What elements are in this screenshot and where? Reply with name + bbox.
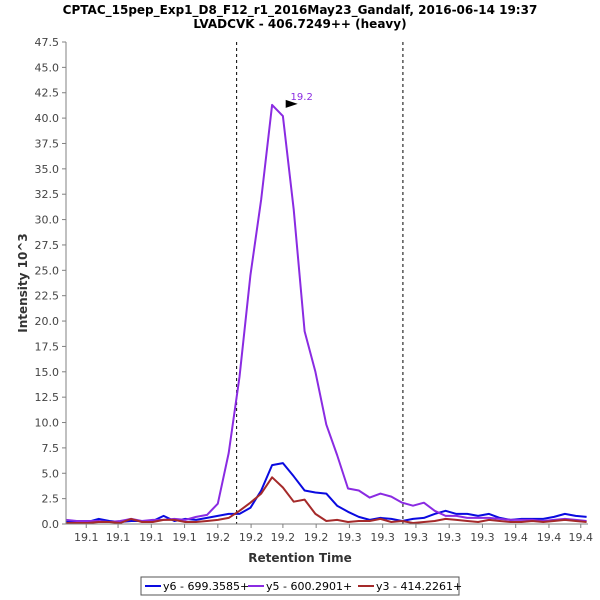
x-tick-label: 19.3 <box>470 531 495 544</box>
x-tick-label: 19.3 <box>404 531 429 544</box>
y-tick-label: 40.0 <box>35 112 60 125</box>
y-tick-label: 22.5 <box>35 290 60 303</box>
y-tick-label: 17.5 <box>35 340 60 353</box>
plot-area <box>66 42 588 524</box>
y-tick-label: 10.0 <box>35 417 60 430</box>
y-tick-label: 35.0 <box>35 163 60 176</box>
y-tick-label: 45.0 <box>35 61 60 74</box>
x-tick-label: 19.2 <box>304 531 329 544</box>
x-tick-label: 19.2 <box>206 531 231 544</box>
x-tick-label: 19.3 <box>337 531 362 544</box>
x-tick-label: 19.1 <box>139 531 164 544</box>
y-axis-ticks: 0.0 2.5 5.0 7.5 10.0 12.5 15.0 17.5 20.0 22.5 25.0… <box>35 36 66 531</box>
legend-box <box>140 576 460 596</box>
chart-subtitle: LVADCVK - 406.7249++ (heavy) <box>193 17 406 31</box>
series-line-y5 <box>65 103 587 523</box>
x-tick-label: 19.1 <box>106 531 131 544</box>
y-tick-label: 7.5 <box>42 442 60 455</box>
legend-item: y3 - 414.2261+ <box>376 580 462 593</box>
y-tick-label: 32.5 <box>35 188 60 201</box>
y-tick-label: 2.5 <box>42 493 60 506</box>
series-line-y3 <box>66 476 587 524</box>
y-tick-label: 5.0 <box>42 467 60 480</box>
x-tick-label: 19.3 <box>437 531 462 544</box>
y-tick-label: 0.0 <box>42 518 60 531</box>
peak-arrow <box>285 99 298 108</box>
y-tick-label: 47.5 <box>35 36 60 49</box>
x-tick-label: 19.4 <box>503 531 528 544</box>
chart-title: CPTAC_15pep_Exp1_D8_F12_r1_2016May23_Gan… <box>63 3 538 18</box>
peak-label: 19.2 <box>291 92 313 103</box>
y-tick-label: 15.0 <box>35 366 60 379</box>
integration-boundaries <box>236 42 404 524</box>
x-tick-label: 19.1 <box>74 531 99 544</box>
legend-item: y6 - 699.3585+ <box>163 580 249 593</box>
x-tick-label: 19.2 <box>239 531 264 544</box>
x-axis-ticks: 19.1 19.1 19.1 19.1 19.2 19.2 19.2 19.2 19.3 19.3… <box>74 524 593 544</box>
x-axis-label: Retention Time <box>248 551 352 565</box>
x-tick-label: 19.4 <box>537 531 562 544</box>
y-axis-label: Intensity 10^3 <box>16 233 30 333</box>
y-tick-label: 25.0 <box>35 264 60 277</box>
y-tick-label: 37.5 <box>35 137 60 150</box>
y-tick-label: 12.5 <box>35 391 60 404</box>
y-tick-label: 20.0 <box>35 315 60 328</box>
x-tick-label: 19.3 <box>370 531 395 544</box>
y-tick-label: 30.0 <box>35 214 60 227</box>
legend: y6 - 699.3585+ y5 - 600.2901+ y3 - 414.226… <box>140 576 462 596</box>
peak-annotation: 19.2 <box>285 92 313 108</box>
series-lines <box>65 103 587 524</box>
x-tick-label: 19.1 <box>172 531 197 544</box>
x-tick-label: 19.2 <box>271 531 296 544</box>
y-tick-label: 27.5 <box>35 239 60 252</box>
legend-item: y5 - 600.2901+ <box>266 580 352 593</box>
y-tick-label: 42.5 <box>35 87 60 100</box>
x-tick-label: 19.4 <box>569 531 594 544</box>
